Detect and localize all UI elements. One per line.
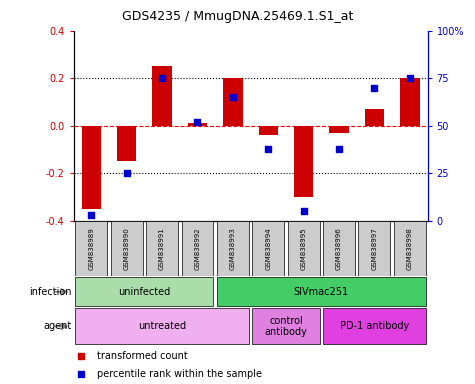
Bar	[329, 126, 349, 133]
Text: GSM838989: GSM838989	[88, 227, 95, 270]
Point	[87, 212, 95, 218]
Bar	[294, 126, 314, 197]
Bar	[217, 221, 249, 276]
Bar	[111, 221, 142, 276]
Text: GSM838993: GSM838993	[230, 227, 236, 270]
Text: GSM838990: GSM838990	[124, 227, 130, 270]
Bar	[365, 109, 384, 126]
Bar	[117, 126, 136, 161]
Text: infection: infection	[29, 287, 71, 297]
Text: percentile rank within the sample: percentile rank within the sample	[96, 369, 262, 379]
Bar	[258, 126, 278, 135]
Point	[335, 146, 343, 152]
Text: PD-1 antibody: PD-1 antibody	[340, 321, 409, 331]
Text: GSM838992: GSM838992	[194, 227, 200, 270]
Text: GDS4235 / MmugDNA.25469.1.S1_at: GDS4235 / MmugDNA.25469.1.S1_at	[122, 10, 353, 23]
Point	[229, 94, 237, 100]
Bar	[323, 221, 355, 276]
Point	[265, 146, 272, 152]
Text: GSM838997: GSM838997	[371, 227, 378, 270]
Text: transformed count: transformed count	[96, 351, 187, 361]
Bar	[223, 78, 243, 126]
Text: control
antibody: control antibody	[265, 316, 307, 337]
Bar	[146, 221, 178, 276]
Bar	[181, 221, 213, 276]
Point	[158, 75, 166, 81]
Bar	[323, 308, 426, 344]
Bar	[76, 308, 249, 344]
Bar	[400, 78, 419, 126]
Point	[370, 85, 378, 91]
Point	[300, 208, 307, 214]
Text: SIVmac251: SIVmac251	[294, 287, 349, 297]
Bar	[217, 277, 426, 306]
Point	[406, 75, 414, 81]
Bar	[82, 126, 101, 209]
Bar	[188, 123, 207, 126]
Bar	[252, 308, 320, 344]
Point	[194, 119, 201, 125]
Bar	[359, 221, 390, 276]
Bar	[252, 221, 284, 276]
Text: GSM838995: GSM838995	[301, 227, 307, 270]
Text: untreated: untreated	[138, 321, 186, 331]
Text: GSM838994: GSM838994	[265, 227, 271, 270]
Bar	[288, 221, 320, 276]
Text: agent: agent	[43, 321, 71, 331]
Bar	[76, 221, 107, 276]
Text: GSM838991: GSM838991	[159, 227, 165, 270]
Bar	[152, 66, 172, 126]
Text: GSM838996: GSM838996	[336, 227, 342, 270]
Bar	[394, 221, 426, 276]
Text: GSM838998: GSM838998	[407, 227, 413, 270]
Point	[123, 170, 131, 176]
Text: uninfected: uninfected	[118, 287, 171, 297]
Bar	[76, 277, 213, 306]
